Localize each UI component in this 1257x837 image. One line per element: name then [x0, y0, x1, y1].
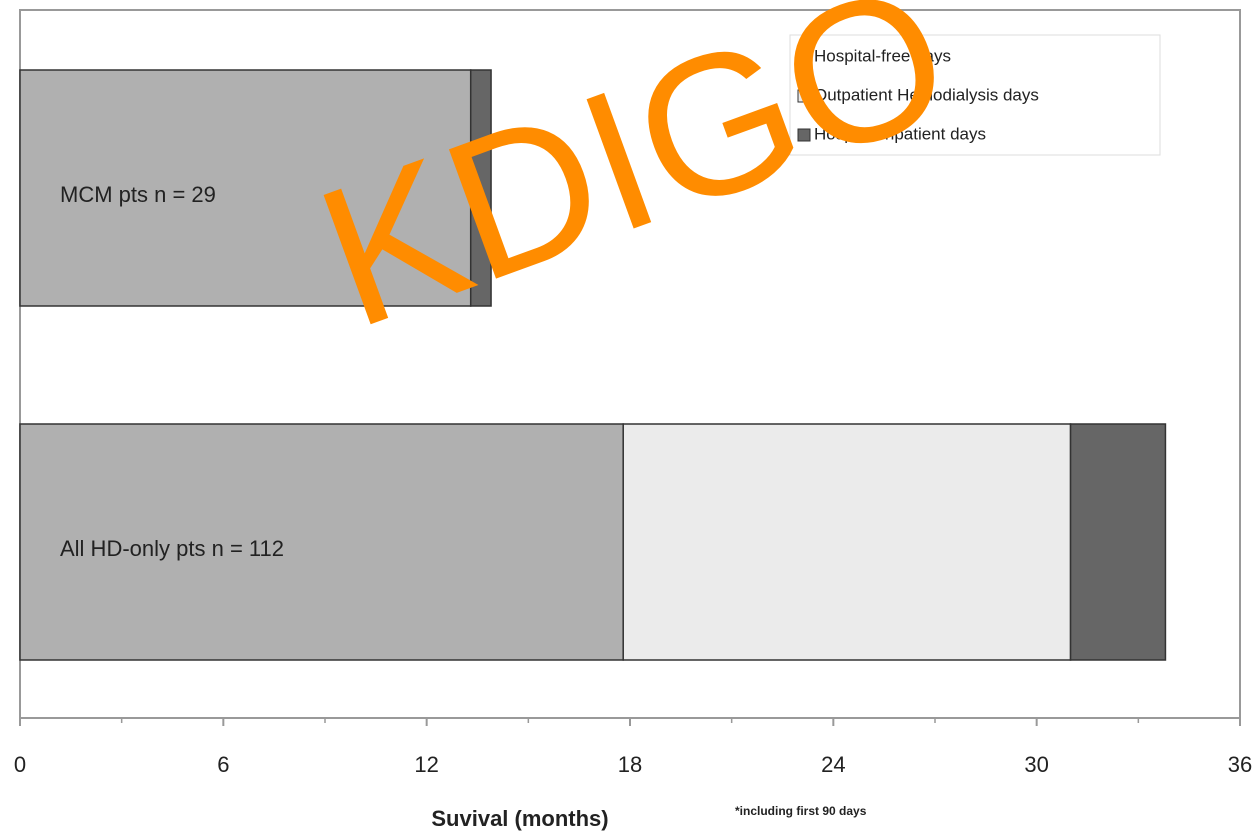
x-tick-label: 36: [1228, 752, 1252, 777]
bar-segment: [19, 69, 472, 307]
x-tick-label: 0: [14, 752, 26, 777]
category-label: All HD-only pts n = 112: [60, 536, 284, 561]
x-tick-label: 12: [414, 752, 438, 777]
legend-label: Hospital Inpatient days: [814, 124, 986, 143]
x-tick-label: 30: [1024, 752, 1048, 777]
x-axis-label: Suvival (months): [431, 806, 608, 831]
legend-swatch: [797, 89, 811, 103]
bar-segment: [1069, 423, 1167, 661]
bar-segment: [622, 423, 1072, 661]
bar-segment: [19, 423, 624, 661]
legend-label: Hospital-free days: [814, 46, 951, 65]
x-tick-label: 24: [821, 752, 845, 777]
legend-swatch: [797, 128, 811, 142]
bar-segment: [469, 69, 492, 307]
annotation: *including first 90 days: [735, 804, 867, 818]
x-tick-label: 18: [618, 752, 642, 777]
legend-swatch: [797, 50, 811, 64]
legend-box: [789, 34, 1161, 156]
legend-label: Outpatient Hemodialysis days: [814, 85, 1039, 104]
category-label: MCM pts n = 29: [60, 182, 216, 207]
x-tick-label: 6: [217, 752, 229, 777]
